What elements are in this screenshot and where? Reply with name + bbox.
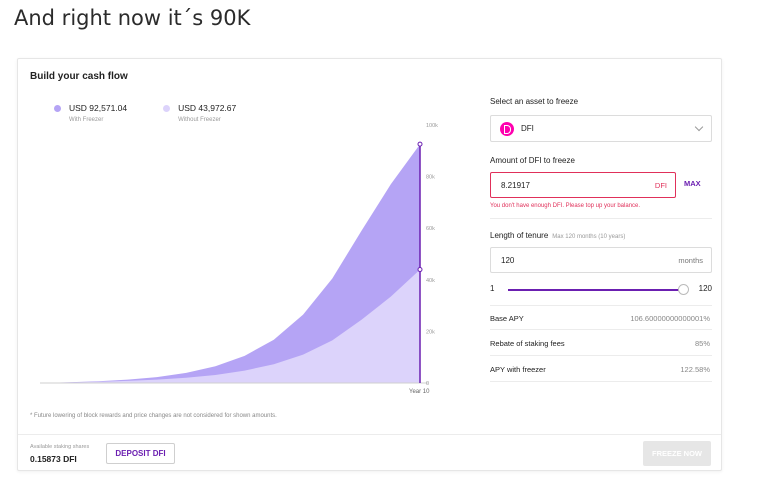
amount-unit: DFI: [654, 181, 667, 190]
amount-error: You don't have enough DFI. Please top up…: [490, 203, 641, 209]
tenure-label: Length of tenure Max 120 months (10 years…: [490, 231, 625, 240]
tenure-unit: months: [678, 256, 703, 265]
tenure-value: 120: [501, 256, 515, 265]
stat-key: Rebate of staking fees: [490, 339, 565, 348]
legend-value: USD 43,972.67: [178, 103, 237, 113]
stat-value: 85%: [694, 339, 710, 348]
stat-rebate: Rebate of staking fees 85%: [490, 331, 712, 356]
legend-label: With Freezer: [69, 117, 104, 123]
y-tick-label: 40k: [426, 278, 435, 284]
freeze-now-button[interactable]: FREEZE NOW: [643, 441, 711, 466]
max-button[interactable]: MAX: [684, 179, 701, 188]
amount-label: Amount of DFI to freeze: [490, 156, 575, 165]
legend-with-freezer: USD 92,571.04 With Freezer: [54, 103, 127, 123]
area-chart: 100k 80k 60k 40k 20k 0 Year 10: [40, 123, 438, 395]
tenure-slider-thumb[interactable]: [678, 284, 689, 295]
stat-key: Base APY: [490, 314, 524, 323]
stat-key: APY with freezer: [490, 365, 546, 374]
legend-without-freezer: USD 43,972.67 Without Freezer: [163, 103, 236, 123]
staking-shares-value: 0.15873 DFI: [30, 454, 77, 464]
y-tick-label: 0: [426, 381, 429, 387]
legend-dot-without-freezer: [163, 105, 171, 112]
cash-flow-card: Build your cash flow USD 92,571.04 With …: [17, 58, 722, 471]
card-title: Build your cash flow: [30, 71, 128, 82]
asset-label: Select an asset to freeze: [490, 97, 579, 106]
asset-selected-value: DFI: [521, 124, 534, 133]
stat-apy-with-freezer: APY with freezer 122.58%: [490, 357, 712, 382]
y-tick-label: 100k: [426, 123, 438, 129]
stat-base-apy: Base APY 106.60000000000001%: [490, 305, 712, 330]
amount-value: 8.21917: [501, 181, 530, 190]
tenure-label-text: Length of tenure: [490, 231, 549, 240]
chart-legend: USD 92,571.04 With Freezer USD 43,972.67…: [54, 103, 236, 123]
tenure-input[interactable]: 120 months: [490, 247, 712, 273]
chevron-down-icon: [694, 122, 704, 132]
slider-min-label: 1: [490, 284, 495, 293]
staking-shares-label: Available staking shares: [30, 444, 90, 450]
area-without-freezer: [40, 269, 420, 383]
legend-label: Without Freezer: [178, 117, 221, 123]
dfi-logo-icon: [500, 122, 514, 136]
chart-footnote: * Future lowering of block rewards and p…: [30, 413, 277, 419]
stat-value: 122.58%: [680, 365, 710, 374]
page-headline: And right now it´s 90K: [14, 6, 251, 30]
bottom-bar: Available staking shares 0.15873 DFI DEP…: [18, 434, 721, 471]
asset-select[interactable]: DFI: [490, 115, 712, 142]
amount-input[interactable]: 8.21917 DFI: [490, 172, 676, 198]
y-tick-label: 60k: [426, 226, 435, 232]
tenure-hint: Max 120 months (10 years): [552, 234, 626, 240]
legend-value: USD 92,571.04: [69, 103, 128, 113]
legend-dot-with-freezer: [54, 105, 61, 112]
tenure-slider-track[interactable]: [508, 289, 683, 291]
stat-value: 106.60000000000001%: [630, 314, 710, 323]
deposit-dfi-button[interactable]: DEPOSIT DFI: [106, 443, 175, 464]
marker-point-with-freezer: [417, 141, 423, 147]
divider: [490, 218, 712, 219]
x-axis-label: Year 10: [409, 389, 430, 395]
y-tick-label: 20k: [426, 329, 435, 335]
area-with-freezer: [40, 144, 420, 383]
y-tick-label: 80k: [426, 175, 435, 181]
marker-point-without-freezer: [417, 267, 423, 273]
slider-max-label: 120: [698, 284, 712, 293]
cash-flow-chart: USD 92,571.04 With Freezer USD 43,972.67…: [18, 87, 478, 407]
